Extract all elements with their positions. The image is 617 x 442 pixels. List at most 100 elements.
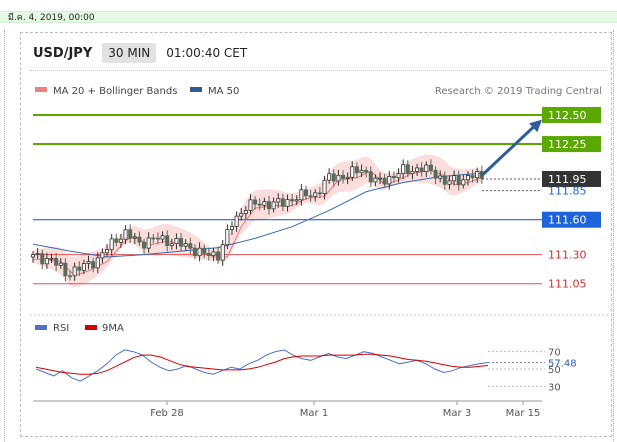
timeframe-badge[interactable]: 30 MIN [102,43,157,63]
candle-body [290,199,295,202]
candle-body [304,189,309,197]
candle-body [442,175,447,185]
candle-body [91,261,96,269]
x-tick-label: Feb 28 [150,408,184,419]
candle-body [280,198,285,207]
candle-body [114,238,119,243]
ma20-legend-label: MA 20 + Bollinger Bands [53,86,177,97]
candle-body [174,238,179,245]
candle-body [253,199,258,205]
ma20-line [33,170,483,277]
candle-body [373,177,378,183]
candle-body [387,175,392,185]
candle-body [428,164,433,171]
x-axis: Feb 28 Mar 1 Mar 3 Mar 15 [150,401,540,419]
candle-body [331,173,336,182]
x-tick-label: Mar 1 [300,408,328,419]
candle-body [72,266,77,277]
candle-body [183,243,188,247]
candle-body [169,243,174,247]
level-label-111.60: 111.60 [548,214,587,227]
candle-body [327,173,332,181]
candle-body [137,236,142,243]
x-tick-label: Mar 3 [443,408,471,419]
right-border [613,30,614,442]
candle-body [465,175,470,181]
candle-body [350,166,355,178]
candle-body [40,253,45,265]
level-label-112.25: 112.25 [548,138,587,151]
candle-body [179,238,184,247]
forecast-arrowhead [529,119,542,133]
candle-body [58,262,63,266]
candle-body [248,199,253,211]
candle-body [151,237,156,240]
ma50-legend-swatch [190,87,202,92]
candle-body [118,238,123,243]
rsi-legend-label: RSI [53,323,69,334]
left-border [4,30,5,442]
candle-body [317,192,322,195]
candle-body [202,247,207,254]
candle-body [424,164,429,173]
rsi-tick-50: 50 [548,365,561,376]
candle-body [188,243,193,249]
candle-body [382,177,387,185]
candle-body [44,258,49,265]
candle-body [160,235,165,240]
rsi-series-RSI [35,349,489,382]
level-label-111.30: 111.30 [548,249,587,262]
candle-body [192,247,197,257]
candle-body [341,174,346,179]
candle-body [63,262,68,277]
header-divider [30,70,608,71]
candle-body [234,215,239,227]
candle-body [132,236,137,239]
level-label-111.85: 111.85 [548,185,587,198]
candle-body [262,201,267,206]
candle-body [77,266,82,271]
candle-body [322,179,327,194]
rsi-plot: 70 50 30 57.48 [35,348,577,393]
candle-body [475,171,480,179]
rsi-tick-70: 70 [548,348,561,359]
candle-body [405,164,410,174]
ma20-legend-swatch [35,87,47,92]
forecast-arrow [480,123,538,177]
candle-body [95,257,100,269]
candle-body [123,229,128,240]
candle-body [271,201,276,210]
candle-body [216,251,221,261]
ma9-legend-swatch [85,325,97,330]
candle-body [368,171,373,183]
candle-body [299,189,304,201]
candle-body [165,235,170,247]
candle-body [401,164,406,174]
candle-body [391,175,396,179]
rsi-current-value: 57.48 [548,359,577,370]
candle-body [364,169,369,173]
level-tag-112.50 [542,106,601,123]
candle-body [313,192,318,197]
candle-body [30,254,35,258]
candle-body [225,229,230,246]
candle-body [243,210,248,214]
bollinger-band [33,154,482,288]
candle-body [410,171,415,174]
ma9-legend-label: 9MA [102,323,124,334]
candle-body [396,173,401,179]
rsi-series-9MA [35,353,489,375]
candle-body [54,257,59,266]
candle-body [206,253,211,256]
candle-body [211,251,216,256]
candle-body [128,229,133,239]
level-tag-111.60 [542,211,601,228]
candle-body [447,180,452,185]
candle-body [285,199,290,207]
rsi-tick-30: 30 [548,382,561,393]
candle-body [354,166,359,174]
candle-body [415,167,420,172]
candle-body [378,177,383,180]
